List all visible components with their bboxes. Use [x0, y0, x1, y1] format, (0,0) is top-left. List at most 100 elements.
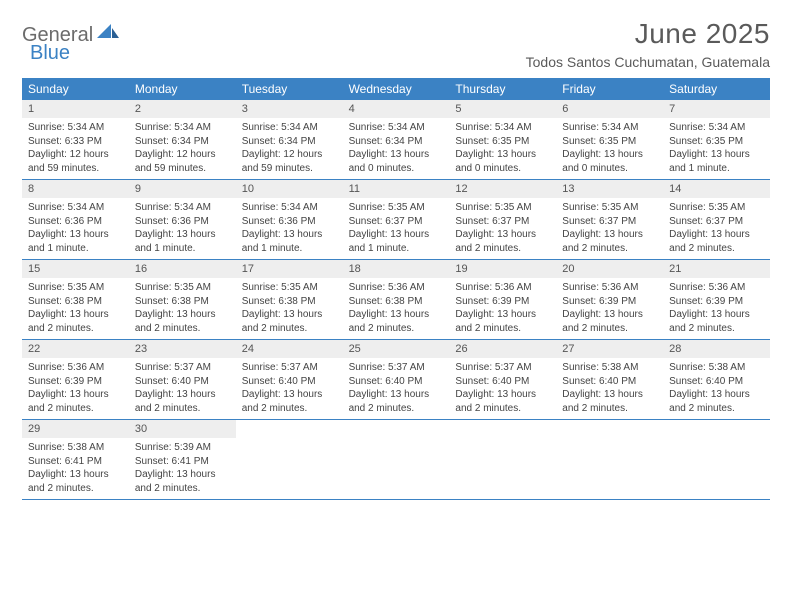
- day-details: Sunrise: 5:37 AMSunset: 6:40 PMDaylight:…: [449, 358, 556, 419]
- sunrise-text: Sunrise: 5:35 AM: [242, 281, 337, 295]
- weekday-label: Monday: [129, 78, 236, 100]
- day-details: Sunrise: 5:36 AMSunset: 6:39 PMDaylight:…: [22, 358, 129, 419]
- sunrise-text: Sunrise: 5:35 AM: [135, 281, 230, 295]
- daylight-text: Daylight: 13 hours and 2 minutes.: [562, 388, 657, 415]
- day-details: Sunrise: 5:38 AMSunset: 6:40 PMDaylight:…: [663, 358, 770, 419]
- sunset-text: Sunset: 6:34 PM: [242, 135, 337, 149]
- day-details: Sunrise: 5:38 AMSunset: 6:41 PMDaylight:…: [22, 438, 129, 499]
- weekday-label: Tuesday: [236, 78, 343, 100]
- day-details: Sunrise: 5:38 AMSunset: 6:40 PMDaylight:…: [556, 358, 663, 419]
- sunset-text: Sunset: 6:35 PM: [562, 135, 657, 149]
- sunset-text: Sunset: 6:35 PM: [669, 135, 764, 149]
- day-number: 22: [22, 340, 129, 358]
- day-details: Sunrise: 5:36 AMSunset: 6:39 PMDaylight:…: [663, 278, 770, 339]
- day-details: Sunrise: 5:35 AMSunset: 6:37 PMDaylight:…: [343, 198, 450, 259]
- daylight-text: Daylight: 12 hours and 59 minutes.: [242, 148, 337, 175]
- daylight-text: Daylight: 13 hours and 1 minute.: [135, 228, 230, 255]
- day-details: Sunrise: 5:34 AMSunset: 6:35 PMDaylight:…: [663, 118, 770, 179]
- weekday-label: Saturday: [663, 78, 770, 100]
- weeks-container: 1Sunrise: 5:34 AMSunset: 6:33 PMDaylight…: [22, 100, 770, 500]
- calendar-day-cell: 5Sunrise: 5:34 AMSunset: 6:35 PMDaylight…: [449, 100, 556, 179]
- calendar-day-cell: 1Sunrise: 5:34 AMSunset: 6:33 PMDaylight…: [22, 100, 129, 179]
- sunset-text: Sunset: 6:34 PM: [349, 135, 444, 149]
- sunrise-text: Sunrise: 5:37 AM: [135, 361, 230, 375]
- day-number: 9: [129, 180, 236, 198]
- daylight-text: Daylight: 13 hours and 1 minute.: [28, 228, 123, 255]
- sunset-text: Sunset: 6:38 PM: [349, 295, 444, 309]
- sunset-text: Sunset: 6:38 PM: [135, 295, 230, 309]
- daylight-text: Daylight: 13 hours and 2 minutes.: [28, 308, 123, 335]
- sunset-text: Sunset: 6:40 PM: [349, 375, 444, 389]
- day-number: 30: [129, 420, 236, 438]
- daylight-text: Daylight: 13 hours and 2 minutes.: [28, 468, 123, 495]
- calendar-week-row: 29Sunrise: 5:38 AMSunset: 6:41 PMDayligh…: [22, 420, 770, 500]
- sunrise-text: Sunrise: 5:36 AM: [349, 281, 444, 295]
- day-details: Sunrise: 5:36 AMSunset: 6:39 PMDaylight:…: [449, 278, 556, 339]
- daylight-text: Daylight: 13 hours and 2 minutes.: [135, 468, 230, 495]
- weekday-header-row: Sunday Monday Tuesday Wednesday Thursday…: [22, 78, 770, 100]
- daylight-text: Daylight: 13 hours and 0 minutes.: [455, 148, 550, 175]
- sunset-text: Sunset: 6:36 PM: [135, 215, 230, 229]
- calendar-day-cell: 10Sunrise: 5:34 AMSunset: 6:36 PMDayligh…: [236, 180, 343, 259]
- sunrise-text: Sunrise: 5:34 AM: [669, 121, 764, 135]
- sunrise-text: Sunrise: 5:38 AM: [28, 441, 123, 455]
- calendar-day-cell: 24Sunrise: 5:37 AMSunset: 6:40 PMDayligh…: [236, 340, 343, 419]
- sunrise-text: Sunrise: 5:34 AM: [455, 121, 550, 135]
- sunrise-text: Sunrise: 5:34 AM: [349, 121, 444, 135]
- day-number: 24: [236, 340, 343, 358]
- sunset-text: Sunset: 6:41 PM: [28, 455, 123, 469]
- weekday-label: Thursday: [449, 78, 556, 100]
- day-details: Sunrise: 5:35 AMSunset: 6:38 PMDaylight:…: [22, 278, 129, 339]
- calendar-day-cell: 4Sunrise: 5:34 AMSunset: 6:34 PMDaylight…: [343, 100, 450, 179]
- sunrise-text: Sunrise: 5:36 AM: [28, 361, 123, 375]
- day-number: 21: [663, 260, 770, 278]
- calendar-day-empty: [236, 420, 343, 499]
- sunrise-text: Sunrise: 5:38 AM: [562, 361, 657, 375]
- weekday-label: Sunday: [22, 78, 129, 100]
- day-details: Sunrise: 5:37 AMSunset: 6:40 PMDaylight:…: [129, 358, 236, 419]
- sunrise-text: Sunrise: 5:36 AM: [455, 281, 550, 295]
- sunset-text: Sunset: 6:41 PM: [135, 455, 230, 469]
- sunset-text: Sunset: 6:39 PM: [455, 295, 550, 309]
- calendar-day-cell: 17Sunrise: 5:35 AMSunset: 6:38 PMDayligh…: [236, 260, 343, 339]
- daylight-text: Daylight: 12 hours and 59 minutes.: [135, 148, 230, 175]
- calendar-day-cell: 14Sunrise: 5:35 AMSunset: 6:37 PMDayligh…: [663, 180, 770, 259]
- month-title: June 2025: [526, 18, 770, 50]
- sunset-text: Sunset: 6:40 PM: [669, 375, 764, 389]
- sunset-text: Sunset: 6:37 PM: [455, 215, 550, 229]
- sunset-text: Sunset: 6:38 PM: [242, 295, 337, 309]
- day-details: Sunrise: 5:35 AMSunset: 6:38 PMDaylight:…: [236, 278, 343, 339]
- calendar-day-cell: 13Sunrise: 5:35 AMSunset: 6:37 PMDayligh…: [556, 180, 663, 259]
- daylight-text: Daylight: 13 hours and 2 minutes.: [28, 388, 123, 415]
- daylight-text: Daylight: 13 hours and 2 minutes.: [349, 308, 444, 335]
- day-number: 13: [556, 180, 663, 198]
- calendar-week-row: 15Sunrise: 5:35 AMSunset: 6:38 PMDayligh…: [22, 260, 770, 340]
- day-number: 11: [343, 180, 450, 198]
- sunrise-text: Sunrise: 5:35 AM: [562, 201, 657, 215]
- daylight-text: Daylight: 13 hours and 1 minute.: [349, 228, 444, 255]
- calendar-week-row: 1Sunrise: 5:34 AMSunset: 6:33 PMDaylight…: [22, 100, 770, 180]
- day-details: Sunrise: 5:36 AMSunset: 6:38 PMDaylight:…: [343, 278, 450, 339]
- sunrise-text: Sunrise: 5:34 AM: [562, 121, 657, 135]
- sunset-text: Sunset: 6:39 PM: [562, 295, 657, 309]
- sunrise-text: Sunrise: 5:36 AM: [669, 281, 764, 295]
- sunrise-text: Sunrise: 5:35 AM: [28, 281, 123, 295]
- calendar-day-cell: 27Sunrise: 5:38 AMSunset: 6:40 PMDayligh…: [556, 340, 663, 419]
- daylight-text: Daylight: 13 hours and 2 minutes.: [669, 308, 764, 335]
- sunset-text: Sunset: 6:40 PM: [135, 375, 230, 389]
- calendar-day-cell: 30Sunrise: 5:39 AMSunset: 6:41 PMDayligh…: [129, 420, 236, 499]
- sunrise-text: Sunrise: 5:38 AM: [669, 361, 764, 375]
- day-details: Sunrise: 5:37 AMSunset: 6:40 PMDaylight:…: [236, 358, 343, 419]
- sunset-text: Sunset: 6:36 PM: [28, 215, 123, 229]
- sunrise-text: Sunrise: 5:34 AM: [242, 121, 337, 135]
- calendar-day-empty: [663, 420, 770, 499]
- day-details: Sunrise: 5:34 AMSunset: 6:35 PMDaylight:…: [556, 118, 663, 179]
- daylight-text: Daylight: 13 hours and 2 minutes.: [669, 388, 764, 415]
- day-details: Sunrise: 5:35 AMSunset: 6:37 PMDaylight:…: [449, 198, 556, 259]
- day-details: Sunrise: 5:34 AMSunset: 6:36 PMDaylight:…: [129, 198, 236, 259]
- day-number: 18: [343, 260, 450, 278]
- day-number: 6: [556, 100, 663, 118]
- day-number: 14: [663, 180, 770, 198]
- day-details: Sunrise: 5:34 AMSunset: 6:34 PMDaylight:…: [343, 118, 450, 179]
- day-number: 25: [343, 340, 450, 358]
